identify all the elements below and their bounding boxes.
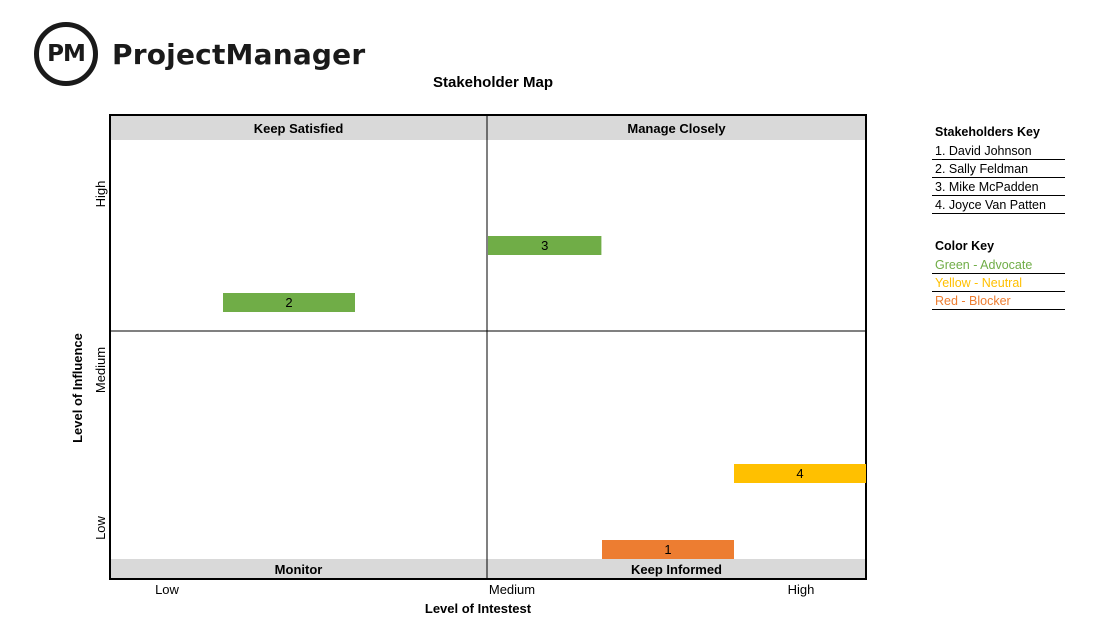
color-key-item-green: Green - Advocate	[932, 256, 1065, 274]
stakeholder-key-item: 2. Sally Feldman	[932, 160, 1065, 178]
stakeholder-bar-1	[602, 540, 734, 559]
quadrant-label-monitor: Monitor	[275, 562, 323, 577]
x-tick-label: Low	[155, 582, 179, 597]
y-tick-label: Low	[93, 515, 108, 539]
brand-logo: PM ProjectManager	[34, 22, 365, 86]
plot-frame	[109, 114, 867, 580]
quadrant-label-keep-informed: Keep Informed	[631, 562, 722, 577]
y-tick-label: Medium	[93, 347, 108, 393]
stakeholder-key-item: 3. Mike McPadden	[932, 178, 1065, 196]
quadrant-label-manage-closely: Manage Closely	[627, 121, 726, 136]
x-tick-label: High	[788, 582, 815, 597]
color-key-item-yellow: Yellow - Neutral	[932, 274, 1065, 292]
stakeholder-key-item: 1. David Johnson	[932, 142, 1065, 160]
color-key: Color Key Green - Advocate Yellow - Neut…	[932, 239, 1065, 310]
stakeholders-key-title: Stakeholders Key	[935, 125, 1040, 139]
quadrant-label-keep-satisfied: Keep Satisfied	[254, 121, 344, 136]
stakeholder-bar-3	[488, 236, 602, 255]
stakeholder-bar-label: 1	[664, 542, 671, 557]
chart-title: Stakeholder Map	[432, 74, 554, 91]
y-tick-label: High	[93, 181, 108, 208]
stakeholder-key-item: 4. Joyce Van Patten	[932, 196, 1065, 214]
color-key-title: Color Key	[935, 239, 995, 253]
bottom-quadrant-band	[110, 559, 866, 579]
color-key-item-red: Red - Blocker	[932, 292, 1065, 310]
brand-name: ProjectManager	[112, 37, 366, 71]
x-axis-label: Level of Intestest	[425, 601, 532, 616]
pm-logo-icon: PM	[34, 22, 98, 86]
top-quadrant-band	[110, 115, 866, 140]
y-axis-label: Level of Influence	[70, 333, 85, 443]
stakeholder-bar-4	[734, 464, 866, 483]
stakeholder-bar-label: 3	[541, 238, 548, 253]
x-tick-label: Medium	[489, 582, 535, 597]
stakeholder-bar-label: 4	[796, 466, 803, 481]
stakeholder-bar-2	[223, 293, 355, 312]
stakeholder-bar-label: 2	[285, 295, 292, 310]
stakeholders-key: Stakeholders Key 1. David Johnson 2. Sal…	[932, 125, 1065, 214]
